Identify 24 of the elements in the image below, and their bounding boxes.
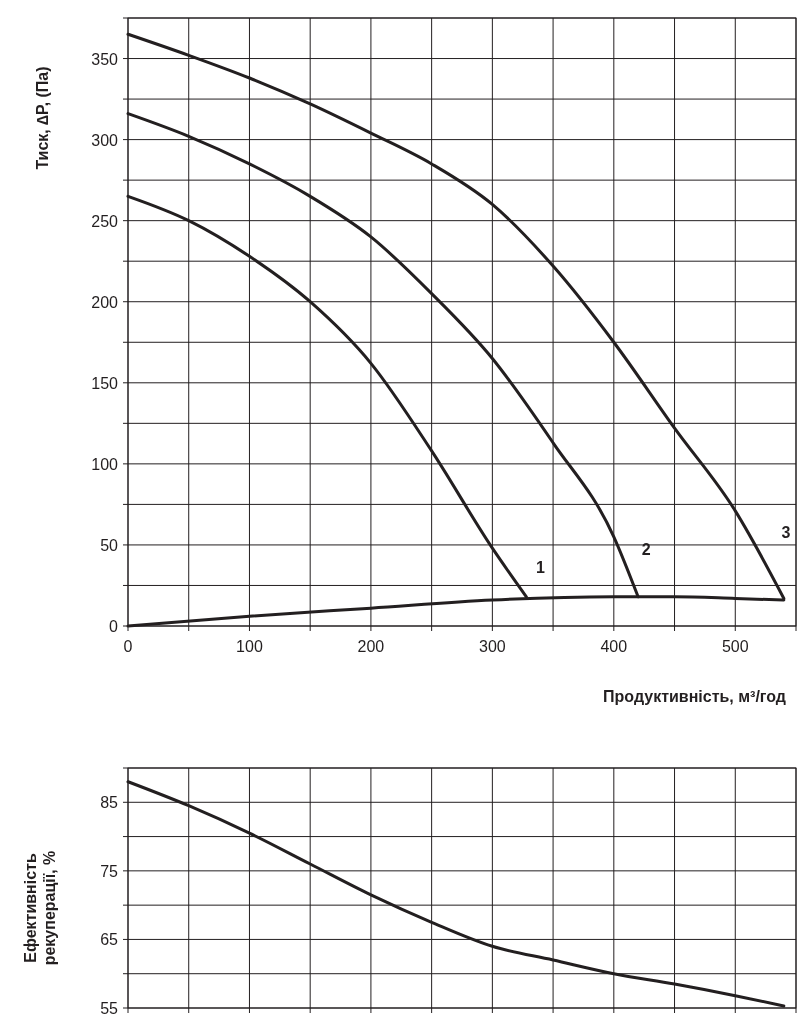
annotation: 2 bbox=[641, 540, 651, 558]
x-tick-label: 100 bbox=[236, 638, 263, 655]
y-tick-label: 350 bbox=[91, 50, 119, 68]
y-tick-label: 300 bbox=[91, 131, 119, 149]
y-tick-label: 75 bbox=[100, 862, 119, 880]
annotation: 3 bbox=[781, 524, 791, 542]
x-tick-label: 0 bbox=[123, 638, 133, 655]
y-tick-label: 150 bbox=[91, 374, 119, 392]
y-tick-label: 250 bbox=[91, 212, 119, 230]
y-axis-title: Ефективність рекуперації, % bbox=[22, 850, 58, 966]
y-tick-label: 100 bbox=[91, 455, 119, 473]
x-tick-label: 200 bbox=[357, 638, 385, 655]
x-tick-label: 500 bbox=[721, 638, 749, 655]
x-tick-label: 300 bbox=[479, 638, 506, 655]
y-tick-label: 0 bbox=[109, 618, 119, 635]
y-tick-label: 200 bbox=[91, 293, 119, 311]
x-axis-title: Продуктивність, м³/год bbox=[603, 688, 786, 705]
annotation: 1 bbox=[535, 558, 545, 576]
y-tick-label: 50 bbox=[100, 536, 119, 554]
y-tick-label: 85 bbox=[100, 794, 119, 812]
y-tick-label: 55 bbox=[100, 1000, 119, 1017]
y-axis-title: Тиск, ∆P, (Па) bbox=[34, 66, 51, 170]
x-tick-label: 400 bbox=[600, 638, 628, 655]
y-tick-label: 65 bbox=[100, 931, 119, 949]
